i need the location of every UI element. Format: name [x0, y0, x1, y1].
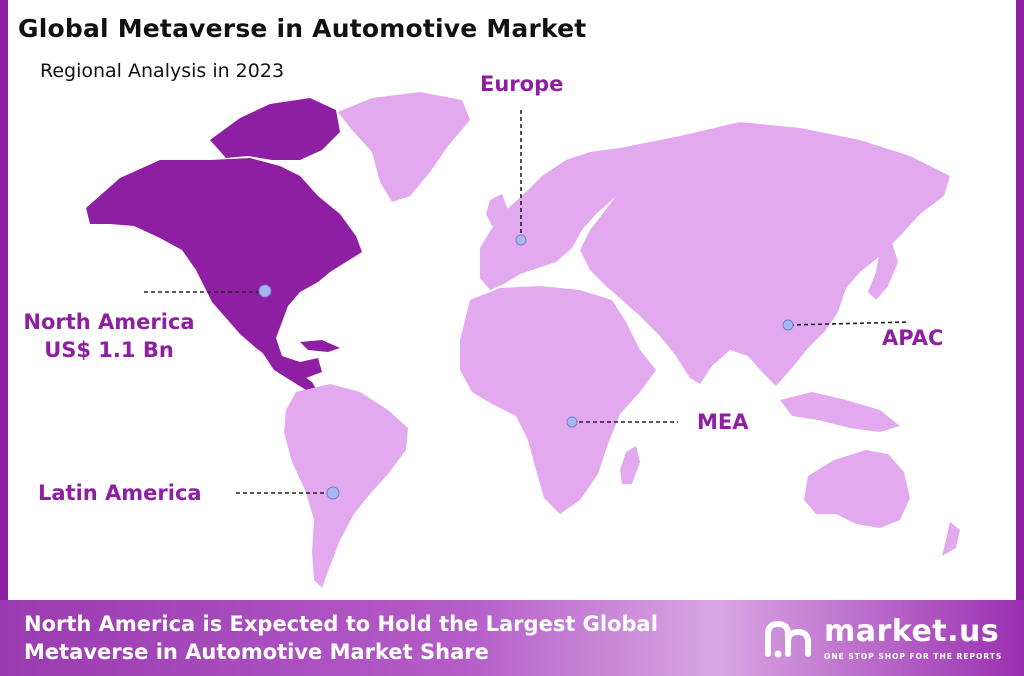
greenland-landmass [338, 92, 470, 202]
apac-marker [782, 319, 794, 331]
footer-line-2: Metaverse in Automotive Market Share [24, 640, 489, 664]
japan-landmass [868, 242, 898, 300]
europe-landmass [480, 148, 634, 290]
north-america-name: North America [23, 310, 195, 334]
north-america-value: US$ 1.1 Bn [44, 338, 174, 362]
madagascar-landmass [620, 446, 640, 484]
latin-america-label: Latin America [38, 481, 202, 505]
footer-banner: North America is Expected to Hold the La… [0, 600, 1024, 676]
south-america-landmass [284, 384, 408, 588]
europe-label: Europe [480, 72, 564, 96]
new-zealand-landmass [942, 522, 960, 556]
world-map [86, 92, 960, 588]
brand-tagline: ONE STOP SHOP FOR THE REPORTS [824, 652, 1003, 661]
africa-landmass [460, 286, 656, 514]
caribbean-islands-landmass [300, 340, 340, 352]
mea-marker [566, 416, 578, 428]
north-america-label: North America US$ 1.1 Bn [14, 308, 204, 364]
market-us-logo-icon [765, 620, 811, 658]
north-america-landmass [86, 158, 362, 378]
southeast-asia-islands-landmass [780, 392, 900, 432]
arctic-islands-landmass [210, 98, 340, 160]
australia-landmass [804, 450, 910, 528]
page-title: Global Metaverse in Automotive Market [18, 14, 587, 43]
asia-landmass [580, 122, 950, 386]
footer-line-1: North America is Expected to Hold the La… [24, 612, 658, 636]
europe-marker [515, 234, 527, 246]
apac-leader-line [789, 321, 909, 326]
page-subtitle: Regional Analysis in 2023 [40, 60, 285, 82]
footer-headline: North America is Expected to Hold the La… [24, 610, 658, 666]
brand-name: market.us [824, 614, 1000, 649]
latin-america-marker [326, 486, 340, 500]
central-america-landmass [262, 352, 318, 392]
british-isles-landmass [486, 194, 508, 226]
brand-block: market.us ONE STOP SHOP FOR THE REPORTS [764, 614, 1004, 666]
north-america-marker [258, 284, 272, 298]
apac-label: APAC [882, 326, 944, 350]
mea-label: MEA [697, 410, 749, 434]
